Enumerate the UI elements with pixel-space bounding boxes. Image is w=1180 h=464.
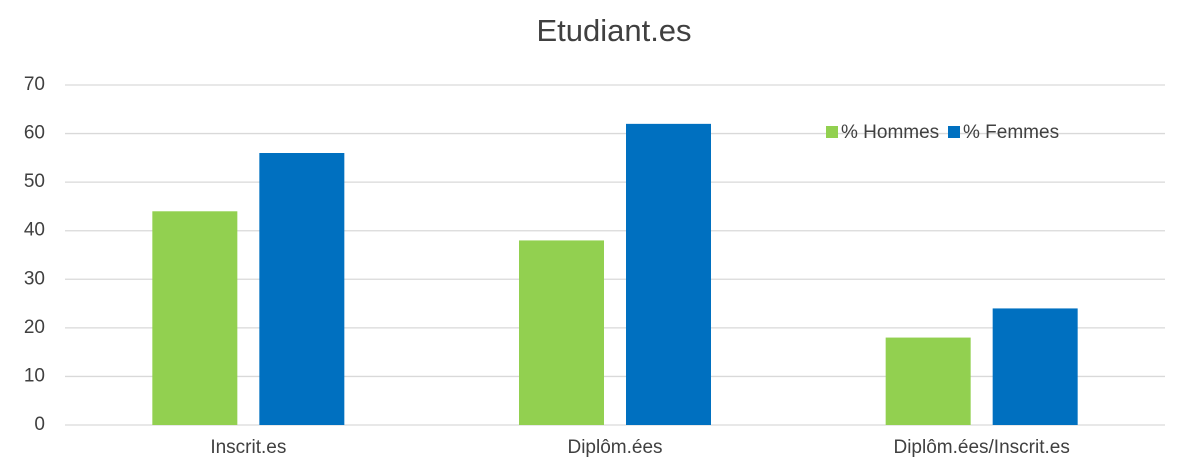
x-tick-label: Diplôm.ées (567, 437, 662, 458)
legend-label: % Femmes (963, 122, 1059, 143)
y-tick-label: 70 (24, 74, 45, 95)
legend-swatch (948, 126, 960, 138)
bar (259, 153, 345, 425)
y-tick-label: 30 (24, 268, 45, 289)
bar (885, 337, 971, 425)
bar (519, 240, 604, 425)
y-tick-label: 10 (24, 365, 45, 386)
chart-title: Etudiant.es (536, 13, 691, 48)
y-tick-label: 40 (24, 220, 45, 241)
bar (152, 211, 238, 425)
x-tick-label: Inscrit.es (210, 437, 286, 458)
y-tick-label: 50 (24, 171, 45, 192)
bar (626, 123, 711, 425)
legend-label: % Hommes (841, 122, 939, 143)
y-tick-label: 60 (24, 123, 45, 144)
y-tick-label: 0 (34, 414, 45, 435)
legend-swatch (826, 126, 838, 138)
x-tick-label: Diplôm.ées/Inscrit.es (893, 437, 1069, 458)
y-tick-label: 20 (24, 317, 45, 338)
bar (992, 308, 1078, 425)
